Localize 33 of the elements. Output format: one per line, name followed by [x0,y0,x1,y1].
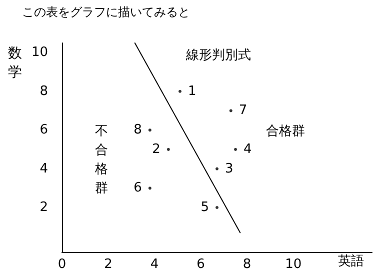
point [229,109,232,112]
point [234,148,238,151]
point [166,148,170,151]
point [178,90,182,93]
chart-title: この表をグラフに描いてみると [22,5,190,19]
x-axis-title: 英語 [338,254,364,269]
y-tick-label: 6 [40,122,48,138]
x-tick-label: 8 [242,257,252,271]
annotation: 3 [225,161,234,176]
y-tick-label: 4 [40,161,48,176]
x-tick-label: 10 [285,257,302,271]
annotation: 不合格群 [94,124,108,196]
point [148,128,152,132]
annotation: 2 [152,142,160,157]
y-axis-title: 数学 [8,46,22,80]
y-tick-label: 10 [31,45,48,60]
y-tick-label: 2 [40,200,48,215]
x-tick-label: 4 [150,257,159,271]
point [148,186,152,190]
point [216,206,218,209]
annotation: 合格群 [266,124,305,139]
annotation: 線形判別式 [185,48,251,63]
x-tick-label: 2 [104,257,112,271]
annotation: 5 [200,200,209,215]
annotation: 7 [238,103,248,118]
point [216,167,218,170]
x-tick-label: 6 [196,257,205,271]
annotation: 4 [244,142,252,157]
y-tick-label: 8 [40,84,48,99]
annotation: 6 [134,180,142,196]
annotation: 1 [188,84,196,99]
annotation: 8 [134,122,142,138]
x-tick-label: 0 [58,257,66,271]
